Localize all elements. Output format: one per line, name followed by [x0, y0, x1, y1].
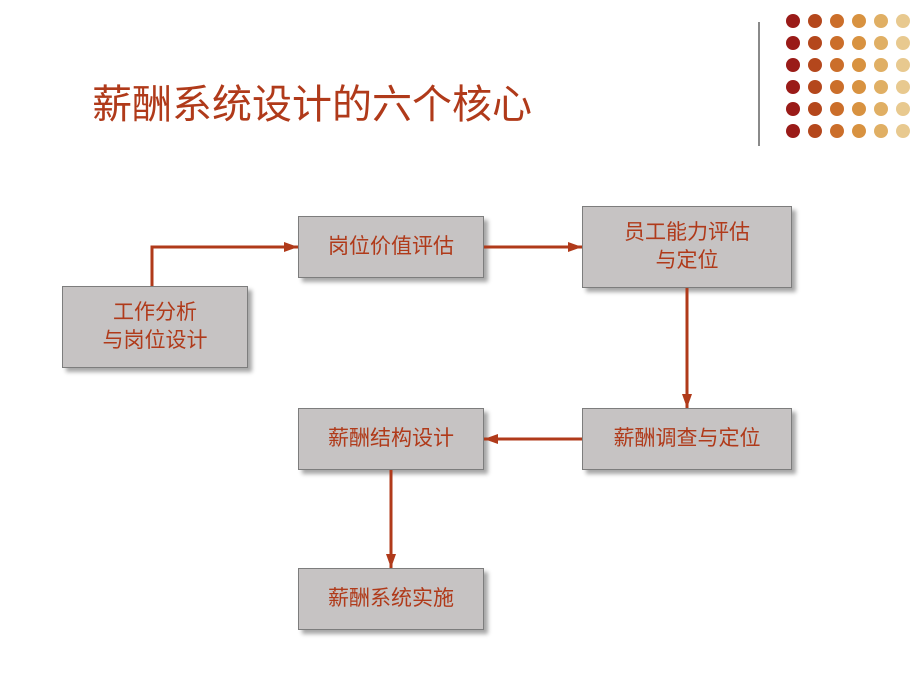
node-salary-implement: 薪酬系统实施 [298, 568, 484, 630]
decorative-dot [830, 124, 844, 138]
decorative-dot [808, 102, 822, 116]
decorative-dot [830, 36, 844, 50]
decorative-dot [874, 102, 888, 116]
decorative-dot [852, 58, 866, 72]
decorative-dot [896, 102, 910, 116]
decorative-dot [852, 36, 866, 50]
node-work-analysis: 工作分析 与岗位设计 [62, 286, 248, 368]
decorative-dot [786, 80, 800, 94]
decorative-dot [874, 36, 888, 50]
decorative-dot [786, 14, 800, 28]
decorative-dot [830, 14, 844, 28]
decorative-dot [874, 58, 888, 72]
decorative-dot [808, 14, 822, 28]
decorative-dot [808, 124, 822, 138]
decorative-dot [852, 124, 866, 138]
decorative-dot [852, 14, 866, 28]
node-salary-structure: 薪酬结构设计 [298, 408, 484, 470]
decorative-dot [830, 58, 844, 72]
decorative-dot [874, 80, 888, 94]
decorative-dot [852, 80, 866, 94]
decorative-dot [852, 102, 866, 116]
decorative-dot [896, 80, 910, 94]
decorative-dot [874, 124, 888, 138]
decorative-dot [830, 102, 844, 116]
decorative-dot-grid [786, 14, 910, 138]
vertical-divider [758, 22, 760, 146]
decorative-dot [874, 14, 888, 28]
decorative-dot [786, 36, 800, 50]
decorative-dot [896, 14, 910, 28]
decorative-dot [896, 36, 910, 50]
decorative-dot [786, 124, 800, 138]
node-employee-ability: 员工能力评估 与定位 [582, 206, 792, 288]
decorative-dot [808, 80, 822, 94]
decorative-dot [830, 80, 844, 94]
decorative-dot [786, 102, 800, 116]
decorative-dot [808, 58, 822, 72]
node-salary-survey: 薪酬调查与定位 [582, 408, 792, 470]
page-title: 薪酬系统设计的六个核心 [92, 72, 532, 130]
node-job-value-eval: 岗位价值评估 [298, 216, 484, 278]
decorative-dot [808, 36, 822, 50]
decorative-dot [786, 58, 800, 72]
decorative-dot [896, 124, 910, 138]
decorative-dot [896, 58, 910, 72]
